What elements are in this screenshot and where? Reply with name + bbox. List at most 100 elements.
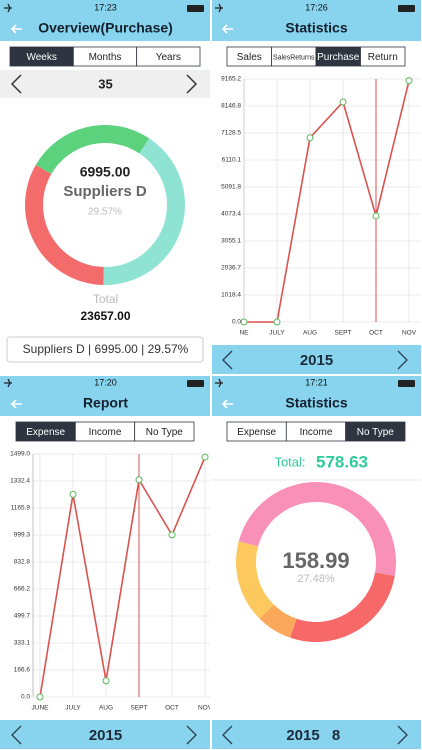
y-tick-label: 999.3 xyxy=(14,532,31,539)
status-time: 17:21 xyxy=(305,377,328,387)
back-arrow[interactable] xyxy=(221,399,233,409)
data-point[interactable] xyxy=(135,476,143,484)
tab[interactable] xyxy=(345,421,406,442)
x-tick-label: SEPT xyxy=(131,705,148,712)
tab-label[interactable]: No Type xyxy=(146,427,183,438)
battery-icon xyxy=(398,380,415,387)
period-bar xyxy=(0,70,210,98)
screen-content: 17:20 Report Expense Income No Type 0.0 166.6 3… xyxy=(0,375,213,749)
tab[interactable] xyxy=(136,46,201,67)
y-tick-label: 8146.8 xyxy=(221,103,241,110)
y-tick-label: 6110.1 xyxy=(222,157,242,164)
year-label: 2015 xyxy=(300,352,333,369)
data-point[interactable] xyxy=(201,453,209,461)
donut-segment[interactable] xyxy=(236,541,274,619)
tab-label[interactable]: Purchase xyxy=(317,52,360,63)
next-arrow[interactable] xyxy=(397,725,408,745)
back-arrow[interactable] xyxy=(221,24,233,34)
y-tick-label: 1332.4 xyxy=(10,478,30,485)
donut-segment[interactable] xyxy=(290,572,395,642)
data-point[interactable] xyxy=(405,77,413,85)
total-label: Total xyxy=(93,292,118,306)
data-point[interactable] xyxy=(36,693,44,701)
status-time: 17:23 xyxy=(94,2,117,12)
prev-arrow[interactable] xyxy=(222,350,233,370)
x-tick-label: SEPT xyxy=(335,330,352,337)
tab[interactable] xyxy=(134,421,195,442)
tab-label[interactable]: SalesReturns xyxy=(273,52,315,61)
tab-label[interactable]: Expense xyxy=(237,427,276,438)
y-tick-label: 1018.4 xyxy=(221,292,241,299)
bottom-bar xyxy=(211,720,421,749)
screen-content: 17:23 Overview(Purchase) Weeks Months Years 3… xyxy=(0,0,210,374)
total-label: Total: xyxy=(274,454,305,469)
data-point[interactable] xyxy=(240,318,248,326)
y-tick-label: 2036.7 xyxy=(221,265,241,272)
data-point[interactable] xyxy=(339,98,347,106)
next-arrow[interactable] xyxy=(397,350,408,370)
donut-segment[interactable] xyxy=(24,165,104,285)
tab-label[interactable]: Return xyxy=(368,52,398,63)
year-label: 2015 xyxy=(286,727,319,744)
data-point[interactable] xyxy=(273,318,281,326)
donut-segment[interactable] xyxy=(35,125,150,174)
donut-segment[interactable] xyxy=(259,604,297,638)
phone-screen: 17:20 Report Expense Income No Type 0.0 166.6 3… xyxy=(0,375,213,749)
tab-label[interactable]: Months xyxy=(89,52,122,63)
screen-content: 17:21 Statistics Expense Income No Type Total… xyxy=(211,375,421,749)
prev-arrow[interactable] xyxy=(10,74,22,94)
period-label: 35 xyxy=(98,76,112,91)
data-point[interactable] xyxy=(306,134,314,142)
data-point[interactable] xyxy=(168,531,176,539)
tab-label[interactable]: Income xyxy=(89,427,122,438)
prev-arrow[interactable] xyxy=(11,725,22,745)
airplane-icon xyxy=(215,378,223,388)
x-tick-label: JUNE xyxy=(32,705,50,712)
header-bar xyxy=(211,375,421,416)
donut-segment[interactable] xyxy=(238,482,396,576)
tab-label[interactable]: Income xyxy=(300,427,333,438)
back-arrow[interactable] xyxy=(10,24,22,34)
screen-title: Report xyxy=(83,395,128,411)
y-tick-label: 3055.1 xyxy=(221,238,241,245)
tab-label[interactable]: Sales xyxy=(237,52,262,63)
data-point[interactable] xyxy=(372,212,380,220)
tab-label[interactable]: Expense xyxy=(26,427,65,438)
y-tick-label: 832.8 xyxy=(14,559,31,566)
center-name: Suppliers D xyxy=(63,183,147,200)
next-arrow[interactable] xyxy=(186,74,198,94)
prev-arrow[interactable] xyxy=(222,725,233,745)
x-tick-label: NOV xyxy=(198,705,213,712)
center-value: 6995.00 xyxy=(80,164,131,180)
y-tick-label: 7128.5 xyxy=(221,130,241,137)
airplane-icon xyxy=(4,378,12,388)
donut-segment[interactable] xyxy=(103,138,185,285)
data-point[interactable] xyxy=(102,677,110,685)
header-bar xyxy=(211,0,421,41)
header-bar xyxy=(0,375,210,416)
total-value: 23657.00 xyxy=(80,309,130,323)
x-tick-label: JULY xyxy=(65,705,81,712)
data-line xyxy=(244,80,410,323)
data-point[interactable] xyxy=(69,490,77,498)
phone-screen: 17:26 Statistics Sales SalesReturns Purchase… xyxy=(211,0,421,374)
next-arrow[interactable] xyxy=(186,725,197,745)
data-line xyxy=(39,456,206,698)
phone-screen: 17:21 Statistics Expense Income No Type Total… xyxy=(211,375,421,749)
y-tick-label: 0.0 xyxy=(232,319,241,326)
phone-screen: 17:23 Overview(Purchase) Weeks Months Years 3… xyxy=(0,0,210,374)
tab-label[interactable]: No Type xyxy=(357,427,394,438)
screen-title: Statistics xyxy=(285,395,347,411)
y-tick-label: 333.1 xyxy=(14,640,31,647)
status-time: 17:26 xyxy=(305,2,328,12)
y-tick-label: 4073.4 xyxy=(221,211,241,218)
tab-label[interactable]: Years xyxy=(156,52,181,63)
x-tick-label: NOV xyxy=(402,330,417,337)
y-tick-label: 5091.8 xyxy=(221,184,241,191)
screen-content: 17:26 Statistics Sales SalesReturns Purchase… xyxy=(211,0,421,374)
tab[interactable] xyxy=(360,46,406,67)
bottom-bar xyxy=(0,720,210,749)
back-arrow[interactable] xyxy=(10,399,22,409)
tab-label[interactable]: Weeks xyxy=(26,52,56,63)
